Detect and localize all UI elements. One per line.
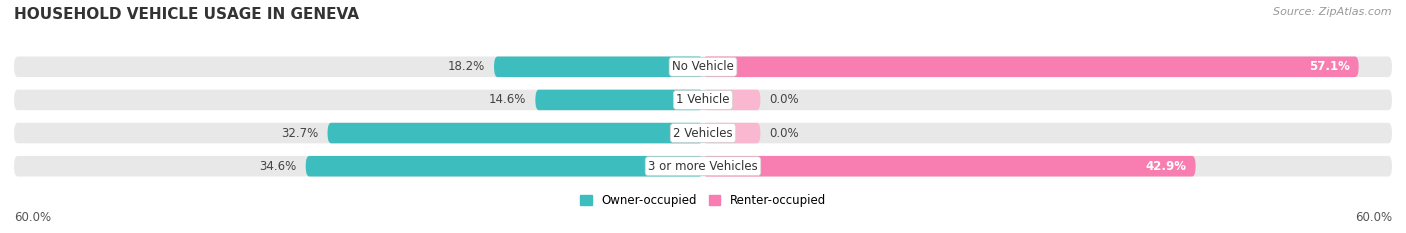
Text: 14.6%: 14.6% xyxy=(489,93,526,106)
Text: No Vehicle: No Vehicle xyxy=(672,60,734,73)
FancyBboxPatch shape xyxy=(494,57,703,77)
Text: 1 Vehicle: 1 Vehicle xyxy=(676,93,730,106)
FancyBboxPatch shape xyxy=(703,90,761,110)
FancyBboxPatch shape xyxy=(14,156,1392,176)
Text: 0.0%: 0.0% xyxy=(769,93,799,106)
FancyBboxPatch shape xyxy=(328,123,703,143)
Text: HOUSEHOLD VEHICLE USAGE IN GENEVA: HOUSEHOLD VEHICLE USAGE IN GENEVA xyxy=(14,7,359,22)
Legend: Owner-occupied, Renter-occupied: Owner-occupied, Renter-occupied xyxy=(575,190,831,212)
Text: 57.1%: 57.1% xyxy=(1309,60,1350,73)
Text: 32.7%: 32.7% xyxy=(281,127,318,140)
FancyBboxPatch shape xyxy=(703,57,1358,77)
FancyBboxPatch shape xyxy=(703,156,1195,176)
FancyBboxPatch shape xyxy=(536,90,703,110)
FancyBboxPatch shape xyxy=(14,123,1392,143)
Text: 60.0%: 60.0% xyxy=(1355,211,1392,224)
FancyBboxPatch shape xyxy=(703,123,761,143)
FancyBboxPatch shape xyxy=(305,156,703,176)
FancyBboxPatch shape xyxy=(14,57,1392,77)
Text: 18.2%: 18.2% xyxy=(447,60,485,73)
Text: 42.9%: 42.9% xyxy=(1146,160,1187,173)
FancyBboxPatch shape xyxy=(14,90,1392,110)
Text: 0.0%: 0.0% xyxy=(769,127,799,140)
Text: 2 Vehicles: 2 Vehicles xyxy=(673,127,733,140)
Text: Source: ZipAtlas.com: Source: ZipAtlas.com xyxy=(1274,7,1392,17)
Text: 60.0%: 60.0% xyxy=(14,211,51,224)
Text: 34.6%: 34.6% xyxy=(259,160,297,173)
Text: 3 or more Vehicles: 3 or more Vehicles xyxy=(648,160,758,173)
